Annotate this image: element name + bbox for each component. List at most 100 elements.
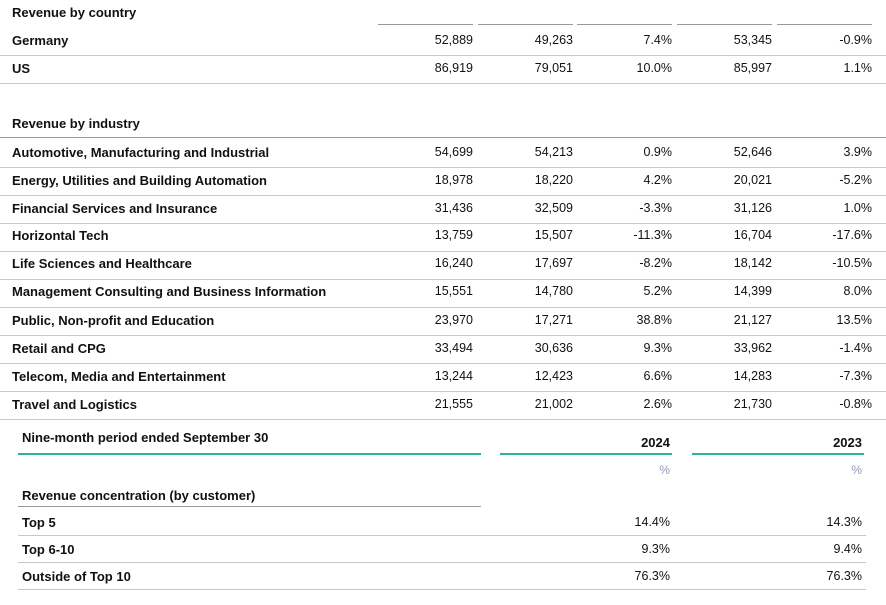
cell-value: 76.3% <box>826 569 862 583</box>
year-header-2024: 2024 <box>641 435 670 450</box>
cell-value: 9.3% <box>641 542 671 556</box>
header-rule <box>378 24 473 25</box>
header-rule <box>0 137 886 138</box>
table-row: Travel and Logistics 21,555 21,002 2.6% … <box>0 391 886 419</box>
row-label: Travel and Logistics <box>12 397 137 412</box>
header-rule <box>777 24 872 25</box>
row-divider <box>0 55 886 56</box>
cell-value: 17,697 <box>534 256 573 270</box>
period-title: Nine-month period ended September 30 <box>22 430 269 445</box>
cell-value: 3.9% <box>843 145 873 159</box>
cell-value: 38.8% <box>636 313 672 327</box>
cell-value: 14.4% <box>634 515 670 529</box>
table-row: Telecom, Media and Entertainment 13,244 … <box>0 363 886 391</box>
cell-value: 79,051 <box>534 61 573 75</box>
row-label: US <box>12 61 31 76</box>
cell-value: 17,271 <box>534 313 573 327</box>
row-label: Outside of Top 10 <box>22 569 131 584</box>
cell-value: 13.5% <box>836 313 872 327</box>
table-row: Germany 52,889 49,263 7.4% 53,345 -0.9% <box>0 27 886 55</box>
row-divider <box>0 279 886 280</box>
cell-value: 52,646 <box>733 145 772 159</box>
header-rule <box>478 24 573 25</box>
cell-value: 52,889 <box>434 33 473 47</box>
cell-value: 14,780 <box>534 284 573 298</box>
table-row: Financial Services and Insurance 31,436 … <box>0 195 886 223</box>
row-divider <box>0 83 886 84</box>
cell-value: 18,220 <box>534 173 573 187</box>
row-label: Top 6-10 <box>22 542 75 557</box>
row-label: Energy, Utilities and Building Automatio… <box>12 173 267 188</box>
cell-value: 14,399 <box>733 284 772 298</box>
row-divider <box>0 223 886 224</box>
table-row: Horizontal Tech 13,759 15,507 -11.3% 16,… <box>0 222 886 250</box>
header-rule <box>677 24 772 25</box>
row-divider <box>18 535 866 536</box>
year-header-2023: 2023 <box>833 435 862 450</box>
cell-value: 21,002 <box>534 397 573 411</box>
cell-value: -0.9% <box>839 33 872 47</box>
cell-value: -10.5% <box>832 256 872 270</box>
cell-value: 16,704 <box>733 228 772 242</box>
row-label: Automotive, Manufacturing and Industrial <box>12 145 270 160</box>
unit-label: % <box>851 463 862 477</box>
cell-value: 32,509 <box>534 201 573 215</box>
cell-value: 86,919 <box>434 61 473 75</box>
table-row: Management Consulting and Business Infor… <box>0 278 886 306</box>
cell-value: 0.9% <box>643 145 673 159</box>
row-divider <box>18 562 866 563</box>
cell-value: -17.6% <box>832 228 872 242</box>
row-divider <box>0 335 886 336</box>
cell-value: 54,699 <box>434 145 473 159</box>
section-title-industry: Revenue by industry <box>12 116 140 131</box>
cell-value: 16,240 <box>434 256 473 270</box>
cell-value: 20,021 <box>733 173 772 187</box>
cell-value: 4.2% <box>643 173 673 187</box>
cell-value: 53,345 <box>733 33 772 47</box>
cell-value: -7.3% <box>839 369 872 383</box>
cell-value: 18,142 <box>733 256 772 270</box>
cell-value: 9.3% <box>643 341 673 355</box>
header-rule <box>577 24 672 25</box>
cell-value: 15,507 <box>534 228 573 242</box>
cell-value: 23,970 <box>434 313 473 327</box>
row-label: Life Sciences and Healthcare <box>12 256 192 271</box>
cell-value: 13,759 <box>434 228 473 242</box>
row-divider <box>0 363 886 364</box>
cell-value: 15,551 <box>434 284 473 298</box>
header-rule <box>18 506 481 507</box>
row-divider <box>0 307 886 308</box>
cell-value: 54,213 <box>534 145 573 159</box>
row-divider <box>18 589 866 590</box>
cell-value: 1.1% <box>843 61 873 75</box>
cell-value: 85,997 <box>733 61 772 75</box>
cell-value: 9.4% <box>833 542 863 556</box>
cell-value: 10.0% <box>636 61 672 75</box>
cell-value: 12,423 <box>534 369 573 383</box>
row-label: Telecom, Media and Entertainment <box>12 369 226 384</box>
cell-value: 14,283 <box>733 369 772 383</box>
table-row: US 86,919 79,051 10.0% 85,997 1.1% <box>0 55 886 83</box>
cell-value: -5.2% <box>839 173 872 187</box>
cell-value: 7.4% <box>643 33 673 47</box>
table-row: Top 6-10 9.3% 9.4% <box>0 536 886 563</box>
cell-value: 2.6% <box>643 397 673 411</box>
row-label: Financial Services and Insurance <box>12 201 218 216</box>
row-divider <box>0 419 886 420</box>
row-divider <box>0 251 886 252</box>
row-label: Top 5 <box>22 515 56 530</box>
cell-value: 21,730 <box>733 397 772 411</box>
cell-value: 21,127 <box>733 313 772 327</box>
cell-value: -0.8% <box>839 397 872 411</box>
section-title-country: Revenue by country <box>12 5 137 20</box>
row-label: Retail and CPG <box>12 341 106 356</box>
cell-value: 5.2% <box>643 284 673 298</box>
table-row: Life Sciences and Healthcare 16,240 17,6… <box>0 250 886 278</box>
table-row: Outside of Top 10 76.3% 76.3% <box>0 563 886 590</box>
row-label: Germany <box>12 33 69 48</box>
cell-value: 14.3% <box>826 515 862 529</box>
row-divider <box>0 195 886 196</box>
cell-value: -3.3% <box>639 201 672 215</box>
cell-value: 13,244 <box>434 369 473 383</box>
row-label: Public, Non-profit and Education <box>12 313 215 328</box>
